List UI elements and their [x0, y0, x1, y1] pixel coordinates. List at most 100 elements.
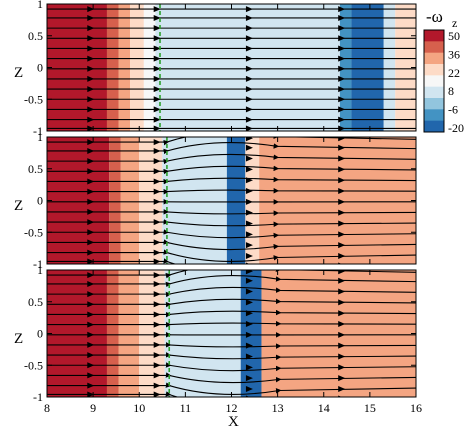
streamline-arrow [153, 258, 161, 264]
streamline-arrow [245, 65, 253, 72]
streamline-arrow [87, 321, 95, 328]
streamline-arrow [338, 253, 346, 260]
contour-band [118, 270, 140, 397]
colorbar-level-label: 8 [448, 84, 454, 98]
streamline-arrow [338, 86, 346, 93]
streamline-arrow [153, 362, 161, 369]
streamline-arrow [338, 55, 346, 62]
streamline-arrow [87, 272, 95, 279]
colorbar-swatch [424, 64, 444, 76]
streamline-arrow [245, 375, 253, 382]
contour-band [106, 4, 119, 131]
streamline-arrow [153, 96, 161, 103]
streamline-arrow [87, 249, 95, 256]
streamline-arrow [245, 364, 253, 371]
streamline-arrow [338, 231, 346, 238]
streamline-arrow [245, 144, 253, 151]
panel-2: 1 0.5 0 -0.5 -1 [24, 130, 417, 271]
z-tick-label: 0.5 [28, 162, 43, 176]
streamline-arrow [338, 331, 346, 338]
streamline-arrow [338, 106, 346, 113]
streamline-arrow [87, 198, 95, 205]
streamline-arrow [245, 342, 253, 349]
streamline-arrow [245, 137, 253, 142]
streamline-arrow [245, 155, 253, 162]
streamline-arrow [245, 55, 253, 62]
streamline-arrow [153, 301, 161, 308]
streamline [47, 286, 416, 298]
streamline-arrow [338, 288, 346, 295]
z-tick-label: 1 [37, 130, 43, 144]
streamline-arrow [87, 45, 95, 52]
streamline-arrow [87, 86, 95, 93]
contour-band [351, 4, 384, 131]
colorbar-swatch [424, 75, 444, 88]
streamline-arrow [87, 311, 95, 318]
contour-band [139, 137, 163, 264]
streamline-arrow [245, 220, 253, 227]
streamline-arrow [338, 364, 346, 371]
streamline-arrow [338, 116, 346, 123]
streamline-arrow [338, 270, 346, 275]
contour-band [106, 270, 119, 397]
streamline-arrow [153, 139, 161, 146]
streamline [47, 258, 416, 264]
streamline [47, 239, 416, 251]
z-tick-label: -1 [33, 390, 43, 404]
streamline-arrow [87, 391, 95, 397]
streamline-arrow [245, 242, 253, 249]
streamline-arrow [245, 45, 253, 52]
contour-band [226, 137, 246, 264]
streamline-arrow [87, 139, 95, 146]
streamline-arrow [338, 375, 346, 382]
streamline-arrow [153, 106, 161, 113]
streamline-arrow [245, 177, 253, 184]
streamline [47, 176, 416, 185]
streamline-arrow [153, 272, 161, 279]
streamline [47, 342, 416, 349]
streamline-arrow [245, 198, 253, 205]
streamline-arrow [338, 220, 346, 227]
z-tick-label: -1 [33, 257, 43, 271]
colorbar-swatch [424, 52, 444, 65]
x-tick-label: 11 [180, 401, 192, 415]
streamline-arrow [338, 25, 346, 32]
contour-band [383, 4, 396, 131]
streamline-arrow [338, 277, 346, 284]
contour-band [130, 4, 144, 131]
colorbar-level-label: 50 [448, 29, 460, 43]
streamline-arrow [153, 291, 161, 298]
streamline [47, 153, 416, 165]
streamline-arrow [153, 208, 161, 215]
streamline-arrow [87, 341, 95, 348]
streamline-arrow [153, 125, 161, 131]
streamline-arrow [153, 25, 161, 32]
streamline-arrow [245, 96, 253, 103]
streamline-arrow [245, 310, 253, 317]
streamline-arrow [153, 280, 161, 287]
streamline-arrow [87, 229, 95, 236]
streamline-arrow [87, 188, 95, 195]
streamline-arrow [338, 386, 346, 393]
streamline-arrow [153, 158, 161, 165]
streamline-arrow [87, 372, 95, 379]
streamline-arrow [338, 299, 346, 306]
streamline-arrow [245, 106, 253, 113]
streamline-arrow [245, 253, 253, 260]
contour-band [47, 270, 107, 397]
streamline-arrow [153, 75, 161, 82]
streamline-arrow [87, 168, 95, 175]
x-tick-label: 12 [226, 401, 238, 415]
panels-group: 10.50-0.5-110.50-0.5-110.50-0.5-18 9 10 11 1… [24, 0, 422, 415]
streamline-arrow [153, 382, 161, 389]
streamline-arrow [87, 178, 95, 185]
x-tick-label: 8 [44, 401, 50, 415]
x-tick-label: 16 [410, 401, 422, 415]
streamline-arrow [87, 158, 95, 165]
streamline-arrow [153, 6, 161, 13]
streamline-arrow [338, 342, 346, 349]
streamline-arrow [245, 25, 253, 32]
colorbar-swatch [424, 98, 444, 110]
contour-band [109, 137, 121, 264]
colorbar-swatch [424, 86, 444, 99]
